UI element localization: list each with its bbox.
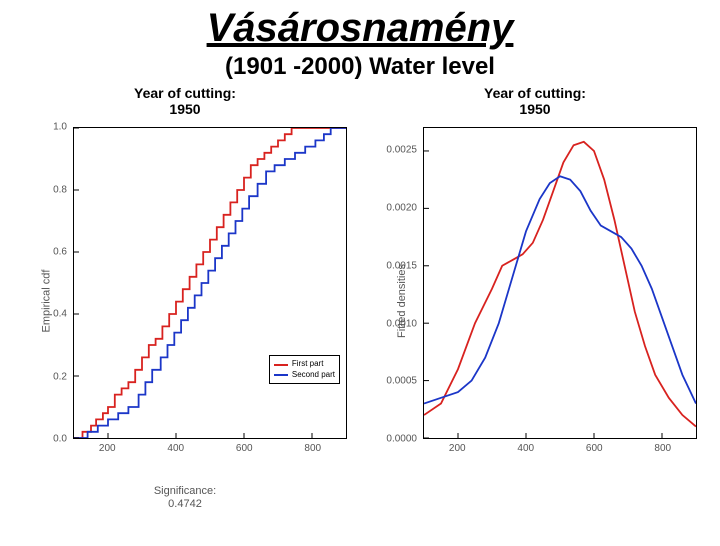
legend-label: First part xyxy=(292,359,324,369)
left-panel: Year of cutting: 1950 Empirical cdf 0.00… xyxy=(15,85,355,525)
left-title-line2: 1950 xyxy=(169,101,200,117)
y-tick-label: 0.4 xyxy=(53,309,67,320)
left-legend: First partSecond part xyxy=(269,355,340,384)
right-panel: Year of cutting: 1950 Fitted densities 0… xyxy=(365,85,705,525)
legend-item: First part xyxy=(274,359,335,369)
x-tick-label: 400 xyxy=(517,443,534,454)
right-title-line1: Year of cutting: xyxy=(484,85,586,101)
right-panel-title: Year of cutting: 1950 xyxy=(365,85,705,117)
y-tick-label: 0.0020 xyxy=(386,203,417,214)
legend-swatch xyxy=(274,374,288,376)
right-plot-wrap: Fitted densities 0.00000.00050.00100.001… xyxy=(365,121,705,481)
right-chart-svg xyxy=(424,128,696,438)
right-yticks: 0.00000.00050.00100.00150.00200.0025 xyxy=(365,127,421,439)
x-tick-label: 800 xyxy=(304,443,321,454)
y-tick-label: 0.0025 xyxy=(386,145,417,156)
left-chart-svg xyxy=(74,128,346,438)
y-tick-label: 1.0 xyxy=(53,122,67,133)
legend-label: Second part xyxy=(292,370,335,380)
right-xticks: 200 400 600 800 xyxy=(423,443,697,461)
left-yticks: 0.00.20.40.60.81.0 xyxy=(15,127,71,439)
y-tick-label: 0.0 xyxy=(53,434,67,445)
subtitle: (1901 -2000) Water level xyxy=(0,53,720,81)
x-tick-label: 400 xyxy=(167,443,184,454)
y-tick-label: 0.2 xyxy=(53,371,67,382)
panels-row: Year of cutting: 1950 Empirical cdf 0.00… xyxy=(0,85,720,525)
right-title-line2: 1950 xyxy=(519,101,550,117)
left-plot-area: First partSecond part xyxy=(73,127,347,439)
y-tick-label: 0.6 xyxy=(53,247,67,258)
y-tick-label: 0.0000 xyxy=(386,434,417,445)
left-title-line1: Year of cutting: xyxy=(134,85,236,101)
left-plot-wrap: Empirical cdf 0.00.20.40.60.81.0 First p… xyxy=(15,121,355,481)
main-title: Vásárosnamény xyxy=(0,6,720,51)
left-footer: Significance: 0.4742 xyxy=(15,485,355,511)
left-xticks: 200 400 600 800 xyxy=(73,443,347,461)
y-tick-label: 0.0005 xyxy=(386,376,417,387)
x-tick-label: 200 xyxy=(99,443,116,454)
right-plot-area xyxy=(423,127,697,439)
y-tick-label: 0.8 xyxy=(53,184,67,195)
x-tick-label: 600 xyxy=(236,443,253,454)
x-tick-label: 800 xyxy=(654,443,671,454)
left-panel-title: Year of cutting: 1950 xyxy=(15,85,355,117)
y-tick-label: 0.0015 xyxy=(386,260,417,271)
legend-item: Second part xyxy=(274,370,335,380)
x-tick-label: 600 xyxy=(586,443,603,454)
left-footer-line1: Significance: xyxy=(154,485,216,497)
y-tick-label: 0.0010 xyxy=(386,318,417,329)
left-footer-line2: 0.4742 xyxy=(168,498,202,510)
x-tick-label: 200 xyxy=(449,443,466,454)
legend-swatch xyxy=(274,364,288,366)
